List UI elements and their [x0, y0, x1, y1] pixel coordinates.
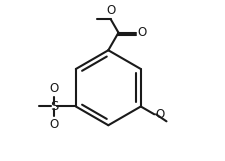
- Text: O: O: [50, 82, 59, 95]
- Text: O: O: [137, 26, 146, 39]
- Text: S: S: [50, 100, 58, 113]
- Text: O: O: [154, 108, 164, 121]
- Text: O: O: [106, 4, 115, 17]
- Text: O: O: [50, 118, 59, 131]
